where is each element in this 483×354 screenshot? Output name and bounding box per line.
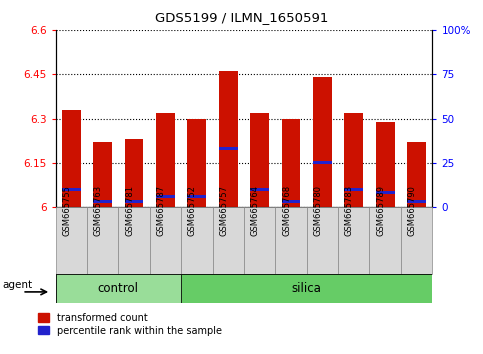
Bar bbox=[219, 72, 238, 207]
Bar bbox=[338, 207, 369, 274]
Text: GSM665763: GSM665763 bbox=[94, 185, 103, 236]
Text: GSM665780: GSM665780 bbox=[313, 185, 323, 236]
Bar bbox=[181, 207, 213, 274]
Bar bbox=[407, 200, 426, 203]
Text: GSM665789: GSM665789 bbox=[376, 185, 385, 236]
Text: GSM665781: GSM665781 bbox=[125, 185, 134, 236]
Text: GSM665752: GSM665752 bbox=[188, 185, 197, 236]
Bar bbox=[275, 207, 307, 274]
Bar bbox=[187, 195, 206, 198]
Text: GSM665783: GSM665783 bbox=[345, 185, 354, 236]
Bar bbox=[56, 207, 87, 274]
Text: control: control bbox=[98, 282, 139, 295]
Bar bbox=[150, 207, 181, 274]
Bar bbox=[307, 207, 338, 274]
Legend: transformed count, percentile rank within the sample: transformed count, percentile rank withi… bbox=[38, 313, 222, 336]
Bar bbox=[282, 200, 300, 203]
Bar bbox=[401, 207, 432, 274]
Bar bbox=[62, 188, 81, 191]
Bar bbox=[376, 121, 395, 207]
Bar bbox=[187, 119, 206, 207]
Bar bbox=[156, 195, 175, 198]
Bar bbox=[56, 274, 181, 303]
Bar bbox=[344, 188, 363, 191]
Text: GSM665757: GSM665757 bbox=[219, 185, 228, 236]
Bar bbox=[156, 113, 175, 207]
Text: GSM665755: GSM665755 bbox=[62, 185, 71, 236]
Text: agent: agent bbox=[3, 280, 33, 290]
Text: silica: silica bbox=[292, 282, 322, 295]
Bar bbox=[250, 188, 269, 191]
Bar bbox=[125, 200, 143, 203]
Bar bbox=[313, 77, 332, 207]
Bar bbox=[93, 200, 112, 203]
Bar bbox=[313, 161, 332, 164]
Bar bbox=[376, 192, 395, 194]
Bar bbox=[282, 119, 300, 207]
Bar bbox=[213, 207, 244, 274]
Bar bbox=[344, 113, 363, 207]
Text: GSM665764: GSM665764 bbox=[251, 185, 260, 236]
Text: GDS5199 / ILMN_1650591: GDS5199 / ILMN_1650591 bbox=[155, 11, 328, 24]
Bar bbox=[87, 207, 118, 274]
Text: GSM665790: GSM665790 bbox=[408, 185, 416, 236]
Bar bbox=[407, 142, 426, 207]
Bar bbox=[62, 110, 81, 207]
Text: GSM665787: GSM665787 bbox=[156, 185, 165, 236]
Bar bbox=[244, 207, 275, 274]
Bar bbox=[369, 207, 401, 274]
Bar bbox=[118, 207, 150, 274]
Text: GSM665768: GSM665768 bbox=[282, 185, 291, 236]
Bar bbox=[250, 113, 269, 207]
Bar bbox=[93, 142, 112, 207]
Bar bbox=[181, 274, 432, 303]
Bar bbox=[125, 139, 143, 207]
Bar bbox=[219, 147, 238, 150]
